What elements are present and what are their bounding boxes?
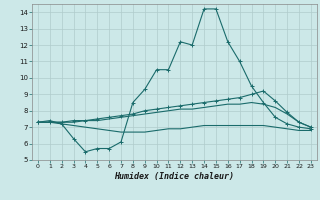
X-axis label: Humidex (Indice chaleur): Humidex (Indice chaleur): [115, 172, 234, 181]
